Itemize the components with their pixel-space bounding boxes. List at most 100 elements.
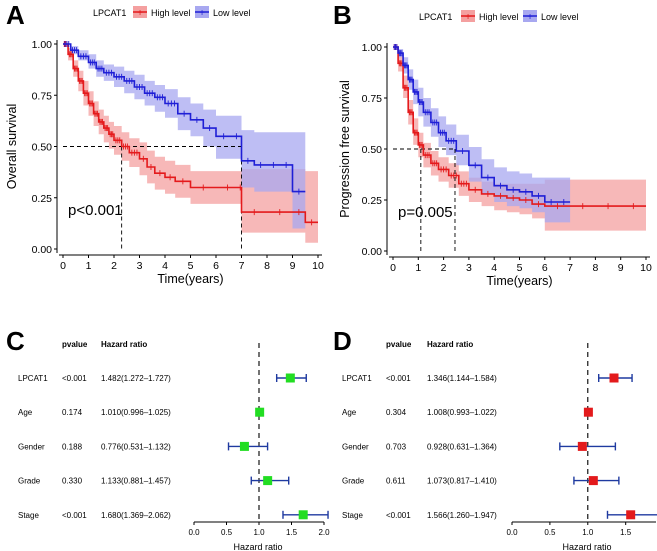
legend-title: LPCAT1 (419, 12, 452, 22)
forest-plot-progression: pvalue Hazard ratio LPCAT1 <0.001 1.346(1.14… (342, 340, 657, 551)
y-tick-label: 0.75 (32, 90, 53, 102)
legend-label-low: Low level (213, 8, 251, 18)
ci-band-high (63, 44, 318, 243)
row-label: Gender (18, 442, 45, 451)
x-tick-label: 1 (415, 262, 421, 274)
legend-key-plus: + (465, 12, 471, 23)
y-axis-title: Progression free survival (338, 80, 352, 218)
x-tick-label: 9 (290, 260, 296, 272)
x-tick-label: 1.5 (620, 528, 632, 537)
hazard-ratio-marker (583, 407, 593, 417)
row-hazard-ratio-text: 1.680(1.369–2.062) (101, 511, 171, 520)
row-pvalue: <0.001 (386, 374, 411, 383)
x-tick-label: 0 (390, 262, 396, 274)
row-pvalue: 0.330 (62, 477, 83, 486)
row-label: Age (342, 408, 357, 417)
panel-label-b: B (333, 0, 352, 30)
x-tick-label: 1.0 (253, 528, 265, 537)
row-pvalue: <0.001 (62, 374, 87, 383)
header-hazard-ratio: Hazard ratio (101, 340, 147, 349)
header-pvalue: pvalue (62, 340, 88, 349)
row-hazard-ratio-text: 1.566(1.260–1.947) (427, 511, 497, 520)
p-value-label: p=0.005 (398, 204, 453, 221)
x-tick-label: 8 (264, 260, 270, 272)
row-label: Stage (18, 511, 39, 520)
row-pvalue: 0.188 (62, 442, 83, 451)
legend-label-low: Low level (541, 12, 579, 22)
survival-curve-low (393, 46, 571, 203)
ci-band-low (63, 44, 306, 229)
row-label: LPCAT1 (342, 374, 372, 383)
row-label: LPCAT1 (18, 374, 48, 383)
x-tick-label: 0.0 (188, 528, 200, 537)
x-axis-title: Time(years) (486, 274, 552, 288)
row-pvalue: 0.304 (386, 408, 407, 417)
legend-key-plus: + (137, 8, 143, 19)
row-hazard-ratio-text: 0.776(0.531–1.132) (101, 442, 171, 451)
row-pvalue: 0.611 (386, 477, 406, 486)
y-tick-label: 0.00 (32, 244, 53, 256)
panel-label-a: A (6, 0, 25, 30)
x-tick-label: 10 (640, 262, 652, 274)
row-hazard-ratio-text: 1.073(0.817–1.410) (427, 477, 497, 486)
y-tick-label: 1.00 (362, 42, 383, 54)
hazard-ratio-marker (255, 407, 265, 417)
row-hazard-ratio-text: 1.008(0.993–1.022) (427, 408, 497, 417)
ci-band-high (393, 47, 646, 231)
x-tick-label: 7 (567, 262, 573, 274)
row-hazard-ratio-text: 0.928(0.631–1.364) (427, 442, 497, 451)
x-tick-label: 5 (517, 262, 523, 274)
x-tick-label: 2 (111, 260, 117, 272)
row-label: Grade (342, 477, 365, 486)
header-hazard-ratio: Hazard ratio (427, 340, 473, 349)
legend-title: LPCAT1 (93, 8, 126, 18)
x-tick-label: 5 (188, 260, 194, 272)
x-tick-label: 1.5 (286, 528, 298, 537)
x-tick-label: 0.5 (544, 528, 556, 537)
x-tick-label: 3 (137, 260, 143, 272)
row-pvalue: 0.174 (62, 408, 83, 417)
row-label: Stage (342, 511, 363, 520)
x-tick-label: 4 (491, 262, 497, 274)
ci-band-low (393, 47, 571, 223)
x-tick-label: 3 (466, 262, 472, 274)
hazard-ratio-marker (298, 510, 308, 520)
hazard-ratio-marker (263, 476, 273, 486)
panel-label-c: C (6, 326, 25, 356)
panel-label-d: D (333, 326, 352, 356)
legend-label-high: High level (151, 8, 191, 18)
y-tick-label: 0.75 (362, 93, 383, 105)
x-tick-label: 0.0 (506, 528, 518, 537)
y-tick-label: 0.50 (362, 144, 383, 156)
y-tick-label: 1.00 (32, 39, 53, 51)
y-tick-label: 0.25 (32, 193, 53, 205)
header-pvalue: pvalue (386, 340, 412, 349)
x-tick-label: 4 (162, 260, 168, 272)
row-pvalue: <0.001 (386, 511, 411, 520)
y-tick-label: 0.00 (362, 246, 383, 258)
hazard-ratio-marker (285, 373, 295, 383)
x-tick-label: 6 (213, 260, 219, 272)
row-hazard-ratio-text: 1.010(0.996–1.025) (101, 408, 171, 417)
x-tick-label: 8 (592, 262, 598, 274)
hazard-ratio-marker (626, 510, 636, 520)
row-pvalue: <0.001 (62, 511, 87, 520)
survival-curve-low (63, 43, 306, 193)
row-pvalue: 0.703 (386, 442, 407, 451)
row-hazard-ratio-text: 1.482(1.272–1.727) (101, 374, 171, 383)
row-label: Grade (18, 477, 41, 486)
hazard-ratio-marker (577, 441, 587, 451)
legend-label-high: High level (479, 12, 519, 22)
hazard-ratio-marker (239, 441, 249, 451)
x-tick-label: 0 (60, 260, 66, 272)
hazard-ratio-marker (588, 476, 598, 486)
legend-key-plus: + (199, 8, 205, 19)
p-value-label: p<0.001 (68, 202, 123, 219)
x-tick-label: 2.0 (318, 528, 330, 537)
hazard-ratio-marker (609, 373, 619, 383)
y-tick-label: 0.25 (362, 195, 383, 207)
km-plot-progression-free-survival: LPCAT1 + High level + Low level 0.00 0.25 0.50 0… (338, 10, 652, 288)
x-axis-title: Hazard ratio (562, 542, 611, 551)
row-label: Age (18, 408, 33, 417)
